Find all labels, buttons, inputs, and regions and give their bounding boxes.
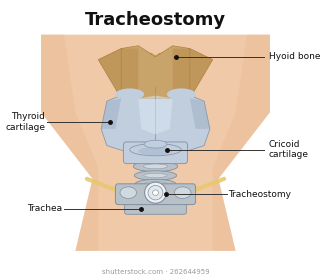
- FancyBboxPatch shape: [115, 184, 196, 205]
- Ellipse shape: [167, 88, 196, 100]
- Ellipse shape: [175, 187, 191, 199]
- Ellipse shape: [143, 164, 168, 169]
- Ellipse shape: [130, 144, 181, 156]
- Polygon shape: [41, 35, 98, 251]
- Polygon shape: [41, 35, 270, 251]
- Polygon shape: [155, 93, 210, 154]
- Polygon shape: [98, 48, 138, 98]
- Polygon shape: [98, 48, 155, 98]
- Polygon shape: [155, 48, 213, 98]
- Polygon shape: [190, 98, 210, 129]
- Ellipse shape: [115, 88, 144, 100]
- Text: Cricoid
cartilage: Cricoid cartilage: [268, 140, 308, 159]
- FancyBboxPatch shape: [124, 198, 187, 214]
- Text: Hyoid bone: Hyoid bone: [268, 52, 320, 61]
- Polygon shape: [101, 98, 121, 129]
- Ellipse shape: [144, 182, 167, 186]
- Text: shutterstock.com · 262644959: shutterstock.com · 262644959: [102, 269, 209, 275]
- Text: Trachea: Trachea: [27, 204, 62, 213]
- Ellipse shape: [138, 147, 173, 155]
- Text: Tracheostomy: Tracheostomy: [228, 190, 292, 199]
- FancyBboxPatch shape: [124, 142, 188, 164]
- Circle shape: [145, 182, 166, 203]
- Polygon shape: [138, 44, 173, 55]
- Polygon shape: [213, 35, 270, 251]
- Circle shape: [153, 190, 158, 195]
- Text: Tracheostomy: Tracheostomy: [85, 11, 226, 29]
- Circle shape: [148, 185, 163, 200]
- Polygon shape: [138, 96, 173, 134]
- Polygon shape: [101, 93, 155, 154]
- Ellipse shape: [133, 161, 178, 172]
- Ellipse shape: [134, 171, 177, 180]
- Polygon shape: [121, 46, 190, 98]
- Ellipse shape: [135, 179, 176, 188]
- Ellipse shape: [144, 140, 167, 148]
- Polygon shape: [173, 48, 213, 98]
- Ellipse shape: [120, 187, 136, 199]
- Ellipse shape: [144, 173, 167, 178]
- Text: Thyroid
cartilage: Thyroid cartilage: [5, 112, 45, 132]
